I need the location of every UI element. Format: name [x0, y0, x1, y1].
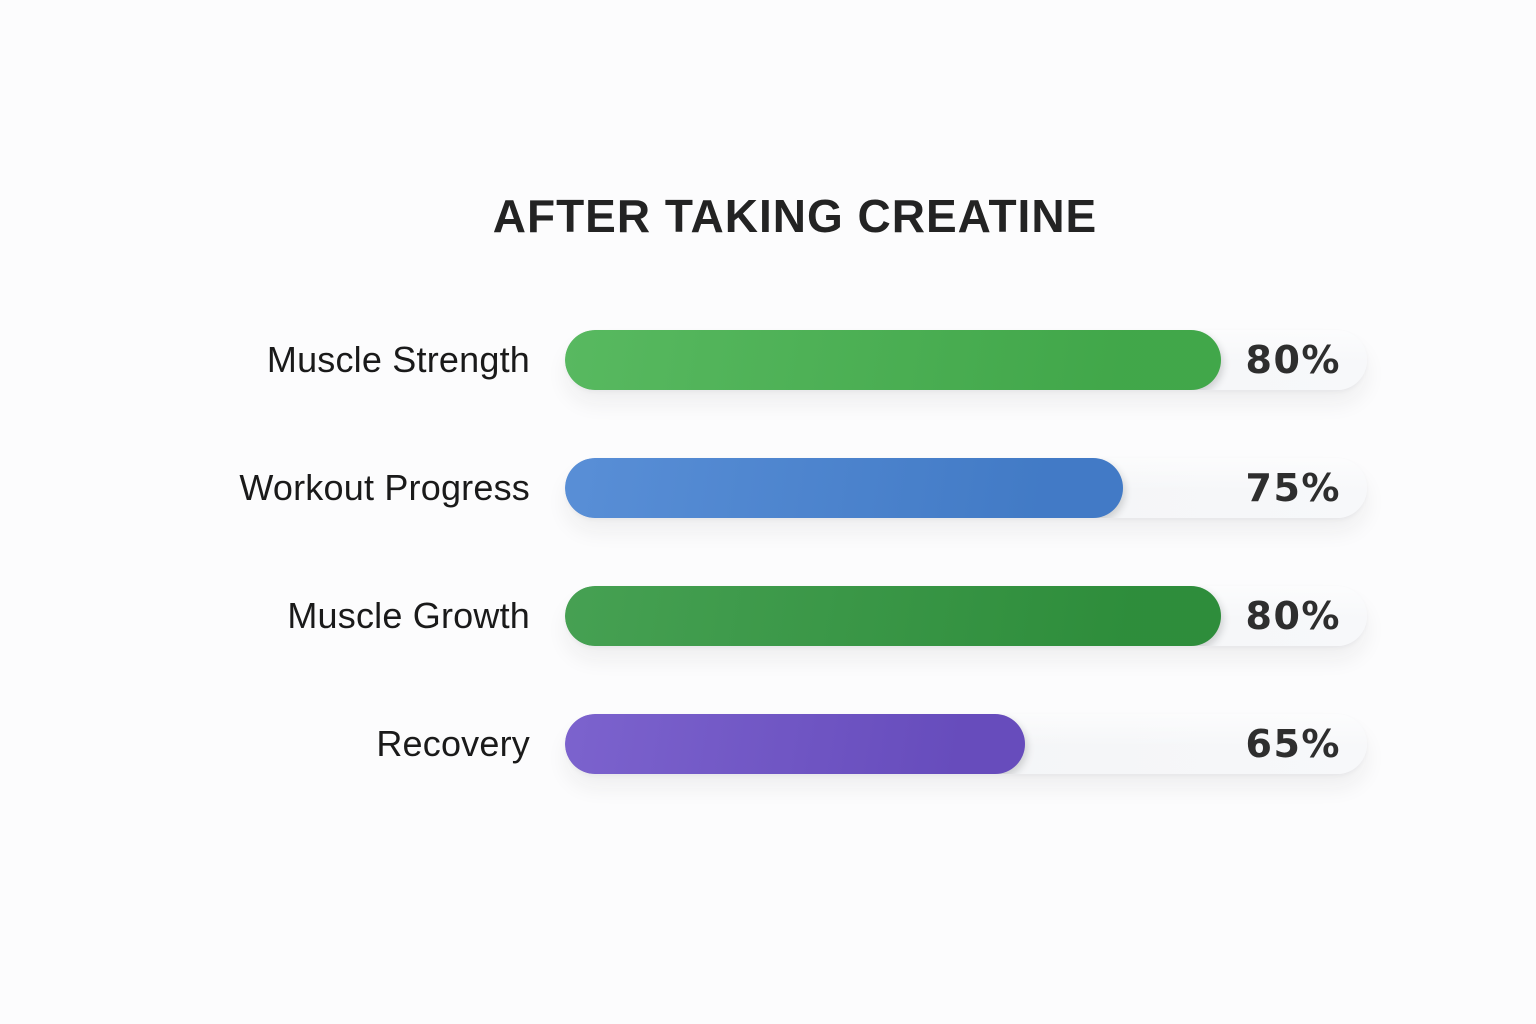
value-label: 80%	[1245, 594, 1341, 638]
bar-track: 75%	[565, 458, 1367, 518]
bar-row: Muscle Growth 80%	[0, 586, 1536, 646]
bar-row: Recovery 65%	[0, 714, 1536, 774]
bar-fill	[565, 714, 1026, 774]
bar-track: 80%	[565, 586, 1367, 646]
bar-row: Muscle Strength 80%	[0, 330, 1536, 390]
value-label: 65%	[1245, 722, 1341, 766]
bar-fill	[565, 458, 1124, 518]
value-label: 75%	[1245, 466, 1341, 510]
bar-fill	[565, 586, 1222, 646]
value-label: 80%	[1245, 338, 1341, 382]
bar-track: 80%	[565, 330, 1367, 390]
category-label: Recovery	[376, 723, 530, 764]
category-label: Workout Progress	[239, 467, 530, 508]
bar-fill	[565, 330, 1222, 390]
bar-track: 65%	[565, 714, 1367, 774]
category-label: Muscle Growth	[287, 595, 530, 636]
bar-row: Workout Progress 75%	[0, 458, 1536, 518]
category-label: Muscle Strength	[266, 339, 530, 380]
chart-title: AFTER TAKING CREATINE	[492, 190, 1098, 242]
